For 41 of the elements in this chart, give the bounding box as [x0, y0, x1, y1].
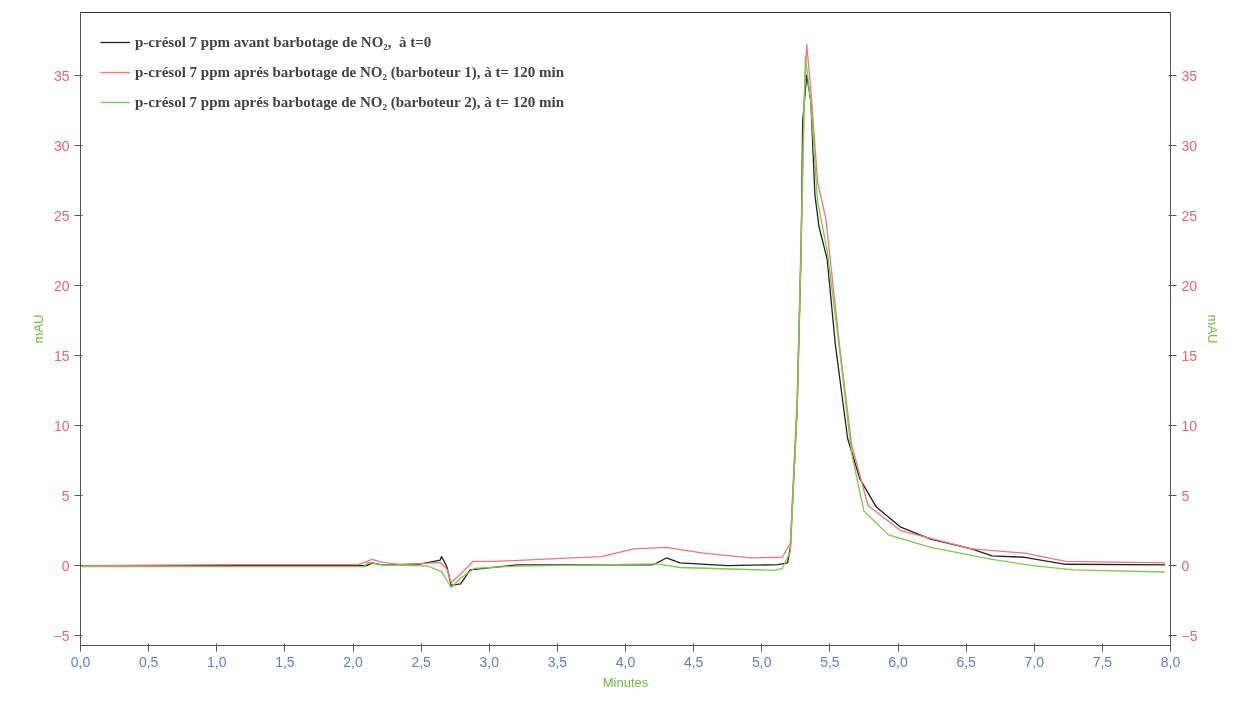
y2-tick-label: 35	[1181, 67, 1198, 84]
y-tick-label: 20	[53, 277, 70, 294]
y-axis-title: mAU	[30, 314, 46, 344]
x-tick-label: 7,0	[1024, 653, 1045, 670]
x-tick-label: 4,0	[615, 653, 636, 670]
x-tick-label: 0,5	[138, 653, 159, 670]
y-tick-label: 35	[53, 67, 70, 84]
y2-tick-label: 30	[1181, 137, 1198, 154]
y-tick-label: 0	[61, 557, 70, 574]
legend-label: p-crésol 7 ppm avant barbotage de NO₂, à t=0	[135, 33, 432, 51]
y2-tick-label: 5	[1181, 487, 1190, 504]
y-tick-label: 5	[61, 487, 70, 504]
x-tick-label: 3,0	[479, 653, 500, 670]
x-tick-label: 4,5	[683, 653, 704, 670]
y-tick-label: 15	[53, 347, 70, 364]
y-tick-label: 25	[53, 207, 70, 224]
x-tick-label: 1,5	[275, 653, 295, 670]
x-tick-label: 7,5	[1092, 653, 1113, 670]
x-tick-label: 2,5	[411, 653, 432, 670]
x-tick-label: 1,0	[207, 653, 227, 670]
y2-axis-title: mAU	[1205, 314, 1221, 344]
x-tick-label: 6,5	[956, 653, 977, 670]
legend-label: p-crésol 7 ppm aprés barbotage de NO₂ (barboteur 1), à t= 120 min	[135, 63, 564, 81]
y-tick-label: 10	[53, 417, 70, 434]
y-tick-label: 30	[53, 137, 70, 154]
y2-tick-label: 0	[1181, 557, 1190, 574]
y-tick-label: −5	[53, 627, 70, 644]
x-tick-label: 5,5	[820, 653, 840, 670]
y2-tick-label: 15	[1181, 347, 1198, 364]
x-axis-title: Minutes	[602, 674, 649, 690]
x-tick-label: 5,0	[752, 653, 772, 670]
x-tick-label: 3,5	[547, 653, 568, 670]
legend-label: p-crésol 7 ppm aprés barbotage de NO₂ (barboteur 2), à t= 120 min	[135, 93, 564, 111]
y2-tick-label: 10	[1181, 417, 1198, 434]
x-tick-label: 6,0	[888, 653, 908, 670]
y2-tick-label: 20	[1181, 277, 1198, 294]
x-tick-label: 2,0	[343, 653, 363, 670]
y2-tick-label: −5	[1181, 627, 1198, 644]
x-tick-label: 0,0	[70, 653, 91, 670]
y2-tick-label: 25	[1181, 207, 1198, 224]
x-tick-label: 8,0	[1160, 653, 1181, 670]
